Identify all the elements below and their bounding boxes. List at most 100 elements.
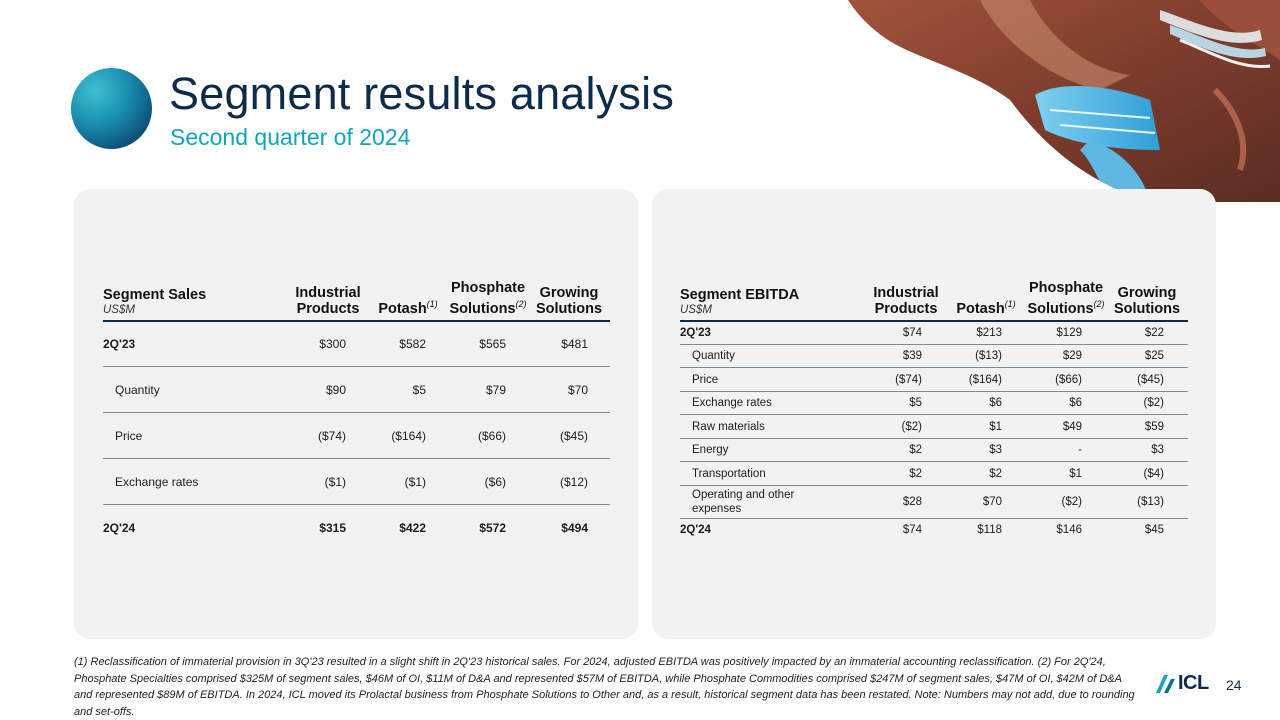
table-cell: $5	[866, 391, 946, 416]
table-unit: US$M	[103, 303, 135, 316]
table-cell: $3	[946, 438, 1026, 463]
column-header: Industrial Products	[295, 284, 361, 317]
table-cell: $315	[319, 521, 346, 536]
table-cell: $5	[368, 366, 448, 414]
table-cell: $481	[528, 320, 610, 368]
table-header-row: Segment Sales US$M Industrial Products Po…	[103, 280, 610, 321]
table-header-row: Segment EBITDA US$M Industrial Products P…	[680, 280, 1188, 321]
column-header: Potash(1)	[378, 299, 438, 317]
table-cell: $28	[866, 485, 946, 519]
table-row: Price ($74) ($164) ($66) ($45)	[103, 412, 610, 460]
column-header: Phosphate Solutions(2)	[449, 280, 527, 317]
table-cell: $300	[288, 320, 368, 368]
logo-text: ICL	[1178, 672, 1209, 694]
table-cell: $213	[946, 320, 1026, 345]
table-title: Segment Sales US$M	[103, 280, 288, 321]
column-header: Phosphate Solutions(2)	[1027, 280, 1105, 317]
table-cell: ($164)	[946, 367, 1026, 392]
table-cell: ($4)	[1106, 461, 1188, 486]
segment-ebitda-table: Segment EBITDA US$M Industrial Products P…	[680, 280, 1188, 542]
table-row: Raw materials ($2) $1 $49 $59	[680, 414, 1188, 439]
page-number: 24	[1226, 677, 1242, 693]
table-row: Transportation $2 $2 $1 ($4)	[680, 461, 1188, 486]
table-cell: $6	[946, 391, 1026, 416]
table-row: 2Q'24 $315 $422 $572 $494	[103, 505, 610, 551]
table-cell: ($45)	[528, 412, 610, 460]
table-cell: $572	[479, 521, 506, 536]
column-header: Growing Solutions	[1113, 284, 1181, 317]
table-cell: $6	[1026, 391, 1106, 416]
table-cell: ($74)	[866, 367, 946, 392]
table-row: Exchange rates $5 $6 $6 ($2)	[680, 391, 1188, 416]
row-label: Exchange rates	[103, 458, 288, 506]
table-cell: ($13)	[1106, 485, 1188, 519]
table-cell: $565	[448, 320, 528, 368]
table-cell: $29	[1026, 344, 1106, 369]
row-label: 2Q'24	[103, 521, 136, 536]
table-cell: ($12)	[528, 458, 610, 506]
table-row: Quantity $39 ($13) $29 $25	[680, 344, 1188, 369]
column-header: Growing Solutions	[535, 284, 603, 317]
table-cell: $3	[1106, 438, 1188, 463]
table-cell: ($6)	[448, 458, 528, 506]
table-cell: $49	[1026, 414, 1106, 439]
footnote: (1) Reclassification of immaterial provi…	[74, 656, 1135, 718]
table-cell: ($2)	[1026, 485, 1106, 519]
row-label: Price	[103, 412, 288, 460]
table-row: 2Q'24 $74 $118 $146 $45	[680, 518, 1188, 542]
page-subtitle: Second quarter of 2024	[170, 124, 411, 150]
table-row: Exchange rates ($1) ($1) ($6) ($12)	[103, 458, 610, 506]
table-row: Quantity $90 $5 $79 $70	[103, 366, 610, 414]
table-cell: $39	[866, 344, 946, 369]
table-row: 2Q'23 $74 $213 $129 $22	[680, 320, 1188, 345]
table-cell: $146	[1056, 524, 1082, 537]
table-cell: $2	[866, 461, 946, 486]
table-cell: ($66)	[448, 412, 528, 460]
table-row: 2Q'23 $300 $582 $565 $481	[103, 320, 610, 368]
table-cell: $1	[946, 414, 1026, 439]
table-cell: $45	[1144, 524, 1164, 537]
table-cell: $129	[1026, 320, 1106, 345]
table-unit: US$M	[680, 303, 712, 316]
table-cell: ($2)	[1106, 391, 1188, 416]
table-cell: -	[1026, 438, 1106, 463]
column-header: Industrial Products	[873, 284, 939, 317]
table-cell: ($13)	[946, 344, 1026, 369]
table-cell: ($74)	[288, 412, 368, 460]
table-title-text: Segment EBITDA	[680, 286, 800, 303]
page-title: Segment results analysis	[169, 68, 675, 119]
row-label: Operating and other expenses	[680, 485, 866, 519]
table-cell: ($1)	[368, 458, 448, 506]
table-cell: $70	[528, 366, 610, 414]
table-cell: $90	[288, 366, 368, 414]
table-cell: $74	[902, 524, 922, 537]
row-label: Exchange rates	[680, 391, 866, 416]
table-cell: $70	[946, 485, 1026, 519]
table-cell: $25	[1106, 344, 1188, 369]
sphere-icon	[71, 68, 152, 149]
table-row: Energy $2 $3 - $3	[680, 438, 1188, 463]
table-cell: ($45)	[1106, 367, 1188, 392]
table-cell: $494	[561, 521, 588, 536]
table-cell: ($2)	[866, 414, 946, 439]
table-cell: $2	[866, 438, 946, 463]
icl-logo-icon	[1156, 675, 1175, 693]
table-cell: $22	[1106, 320, 1188, 345]
table-cell: $118	[977, 524, 1002, 537]
aerial-salt-ponds-image	[848, 0, 1280, 202]
table-cell: $2	[946, 461, 1026, 486]
row-label: Energy	[680, 438, 866, 463]
table-cell: $74	[866, 320, 946, 345]
table-cell: $79	[448, 366, 528, 414]
row-label: Raw materials	[680, 414, 866, 439]
row-label: Transportation	[680, 461, 866, 486]
table-row: Price ($74) ($164) ($66) ($45)	[680, 367, 1188, 392]
table-cell: $422	[399, 521, 426, 536]
table-row: Operating and other expenses $28 $70 ($2…	[680, 485, 1188, 519]
segment-sales-table: Segment Sales US$M Industrial Products Po…	[103, 280, 610, 551]
column-header: Potash(1)	[956, 299, 1016, 317]
table-cell: $59	[1106, 414, 1188, 439]
table-cell: ($1)	[288, 458, 368, 506]
row-label: 2Q'23	[103, 320, 288, 368]
row-label: Price	[680, 367, 866, 392]
